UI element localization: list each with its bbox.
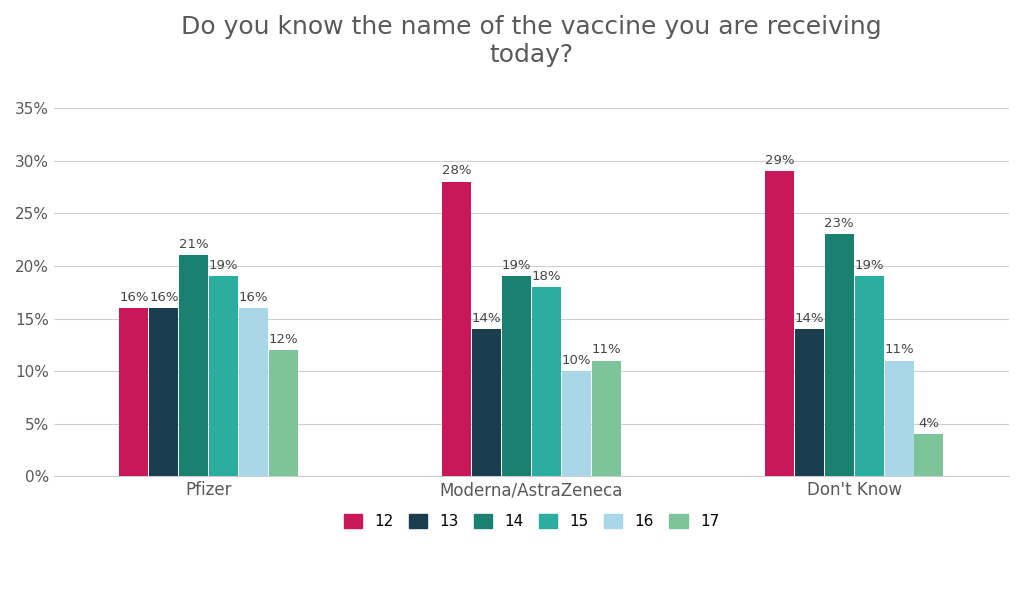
Text: 14%: 14% (795, 312, 824, 325)
Bar (824, 234, 854, 477)
Text: 19%: 19% (209, 259, 239, 272)
Text: 19%: 19% (854, 259, 884, 272)
Text: 29%: 29% (765, 154, 794, 167)
Bar (885, 361, 913, 477)
Text: 16%: 16% (119, 291, 148, 304)
Bar (472, 329, 501, 477)
Text: 11%: 11% (592, 343, 622, 356)
Text: 23%: 23% (824, 217, 854, 230)
Text: 21%: 21% (179, 238, 209, 251)
Bar (914, 434, 943, 477)
Text: 11%: 11% (885, 343, 913, 356)
Text: 12%: 12% (268, 333, 298, 346)
Text: 18%: 18% (531, 270, 561, 283)
Text: 4%: 4% (919, 417, 939, 430)
Text: 10%: 10% (561, 354, 591, 367)
Bar (269, 350, 298, 477)
Bar (179, 255, 208, 477)
Bar (562, 371, 591, 477)
Text: 16%: 16% (239, 291, 268, 304)
Bar (502, 276, 531, 477)
Title: Do you know the name of the vaccine you are receiving
today?: Do you know the name of the vaccine you … (181, 15, 882, 67)
Bar (442, 182, 471, 477)
Text: 14%: 14% (472, 312, 502, 325)
Legend: 12, 13, 14, 15, 16, 17: 12, 13, 14, 15, 16, 17 (338, 508, 725, 535)
Bar (209, 276, 239, 477)
Bar (795, 329, 823, 477)
Text: 28%: 28% (442, 164, 471, 178)
Bar (592, 361, 621, 477)
Bar (765, 171, 794, 477)
Bar (120, 308, 148, 477)
Text: 19%: 19% (502, 259, 531, 272)
Bar (150, 308, 178, 477)
Bar (531, 287, 561, 477)
Bar (239, 308, 268, 477)
Text: 16%: 16% (150, 291, 178, 304)
Bar (855, 276, 884, 477)
